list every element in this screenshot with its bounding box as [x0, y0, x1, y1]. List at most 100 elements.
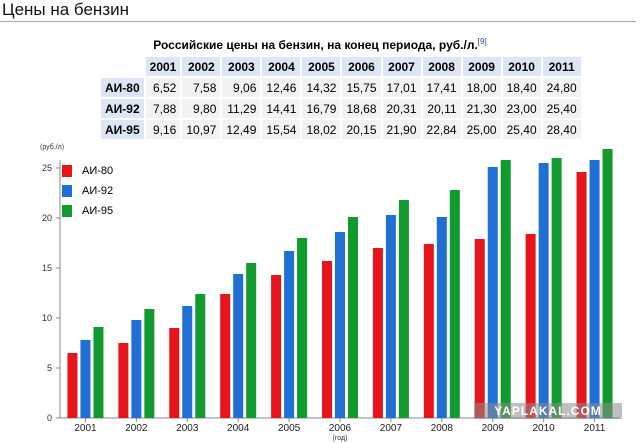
x-tick-label: 2004 — [227, 423, 250, 434]
table-row: АИ-92 7,88 9,80 11,29 14,41 16,79 18,68 20,31 20… — [101, 99, 581, 118]
bar-аи-92-2009 — [487, 167, 498, 418]
price-cell: 21,30 — [462, 99, 501, 118]
price-cell: 18,40 — [502, 78, 541, 97]
bar-аи-80-2008 — [423, 244, 434, 418]
bar-аи-80-2010 — [525, 234, 536, 418]
bar-аи-92-2006 — [335, 232, 345, 418]
y-tick-label: 0 — [47, 413, 52, 423]
table-header-row: 2001 2002 2003 2004 2005 2006 2007 2008 2009 2010… — [101, 57, 581, 76]
table-caption: Российские цены на бензин, на конец пери… — [0, 35, 640, 52]
legend-item: АИ-80 — [62, 161, 113, 181]
table-year-header: 2007 — [382, 57, 421, 76]
y-tick-label: 15 — [42, 263, 52, 273]
table-year-header: 2002 — [182, 57, 221, 76]
bar-аи-92-2011 — [589, 160, 600, 418]
price-cell: 18,02 — [302, 120, 341, 139]
price-cell: 25,00 — [462, 120, 501, 139]
price-cell: 20,11 — [422, 99, 461, 118]
table-year-header: 2004 — [262, 57, 301, 76]
price-cell: 25,40 — [542, 99, 581, 118]
bar-аи-92-2004 — [233, 274, 244, 418]
table-year-header: 2001 — [145, 57, 181, 76]
price-cell: 24,80 — [542, 78, 581, 97]
bar-аи-80-2003 — [169, 328, 180, 418]
page-title: Цены на бензин — [2, 0, 129, 19]
price-cell: 28,40 — [542, 120, 581, 139]
bar-аи-92-2007 — [385, 215, 396, 418]
price-cell: 18,68 — [342, 99, 381, 118]
table-corner-cell — [101, 57, 144, 76]
price-cell: 16,79 — [302, 99, 341, 118]
price-cell: 9,16 — [145, 120, 181, 139]
price-cell: 18,00 — [462, 78, 501, 97]
y-tick-label: 25 — [42, 163, 52, 173]
chart-legend: АИ-80 АИ-92 АИ-95 — [62, 161, 113, 221]
fuel-grade-label: АИ-95 — [101, 120, 144, 139]
y-tick-label: 10 — [42, 313, 52, 323]
price-cell: 17,41 — [422, 78, 461, 97]
price-cell: 7,88 — [145, 99, 181, 118]
bar-аи-95-2010 — [551, 158, 562, 418]
bar-аи-92-2010 — [538, 163, 549, 418]
table-row: АИ-95 9,16 10,97 12,49 15,54 18,02 20,15 21,90 2… — [101, 120, 581, 139]
x-tick-label: 2005 — [278, 423, 301, 434]
table-year-header: 2009 — [462, 57, 501, 76]
price-cell: 25,40 — [502, 120, 541, 139]
bar-аи-80-2001 — [67, 353, 78, 418]
x-tick-label: 2008 — [431, 423, 454, 434]
legend-item: АИ-92 — [62, 181, 113, 201]
bar-аи-95-2001 — [93, 327, 104, 418]
bar-аи-80-2011 — [576, 172, 587, 418]
legend-swatch — [62, 185, 72, 197]
price-cell: 14,41 — [262, 99, 301, 118]
bar-аи-80-2005 — [271, 275, 282, 418]
bar-аи-92-2005 — [284, 251, 295, 418]
y-axis-label: (руб./л) — [40, 143, 64, 151]
price-cell: 15,54 — [262, 120, 301, 139]
bar-аи-80-2004 — [220, 294, 231, 418]
price-cell: 10,97 — [182, 120, 221, 139]
bar-аи-92-2003 — [182, 306, 193, 418]
watermark: YAPLAKAL.COM — [474, 403, 622, 419]
bar-аи-95-2008 — [449, 190, 460, 418]
price-cell: 12,49 — [222, 120, 261, 139]
x-tick-label: 2007 — [380, 423, 403, 434]
price-table: 2001 2002 2003 2004 2005 2006 2007 2008 2009 2010… — [99, 55, 583, 141]
table-year-header: 2005 — [302, 57, 341, 76]
bar-аи-80-2007 — [372, 248, 383, 418]
x-tick-label: 2003 — [176, 423, 199, 434]
bar-аи-80-2002 — [118, 343, 129, 418]
fuel-grade-label: АИ-92 — [101, 99, 144, 118]
price-cell: 12,46 — [262, 78, 301, 97]
table-row: АИ-80 6,52 7,58 9,06 12,46 14,32 15,75 17,01 17,… — [101, 78, 581, 97]
x-tick-label: 2009 — [482, 423, 505, 434]
legend-label: АИ-92 — [82, 185, 114, 197]
price-cell: 15,75 — [342, 78, 381, 97]
x-tick-label: 2001 — [74, 423, 97, 434]
legend-item: АИ-95 — [62, 201, 113, 221]
x-tick-label: 2011 — [584, 423, 606, 434]
bar-аи-95-2003 — [195, 294, 206, 418]
price-cell: 22,84 — [422, 120, 461, 139]
x-tick-label: 2006 — [329, 423, 352, 434]
price-cell: 11,29 — [222, 99, 261, 118]
reference-link[interactable]: [9] — [477, 37, 487, 46]
title-divider — [0, 21, 636, 22]
bar-аи-95-2002 — [144, 309, 155, 418]
price-cell: 20,15 — [342, 120, 381, 139]
price-cell: 14,32 — [302, 78, 341, 97]
table-year-header: 2003 — [222, 57, 261, 76]
price-cell: 9,80 — [182, 99, 221, 118]
bar-chart: 0 5 10 15 20 25 (руб./л) (год) 2001 2002 2003 2004 2… — [40, 143, 620, 442]
price-cell: 20,31 — [382, 99, 421, 118]
table-caption-text: Российские цены на бензин, на конец пери… — [153, 38, 478, 52]
x-axis-label: (год) — [333, 435, 348, 442]
legend-label: АИ-95 — [82, 205, 114, 217]
bar-аи-92-2002 — [131, 320, 142, 418]
price-cell: 17,01 — [382, 78, 421, 97]
price-cell: 21,90 — [382, 120, 421, 139]
table-year-header: 2011 — [542, 57, 581, 76]
bar-аи-80-2009 — [474, 239, 485, 418]
legend-swatch — [62, 165, 72, 177]
bar-аи-92-2008 — [436, 217, 447, 418]
